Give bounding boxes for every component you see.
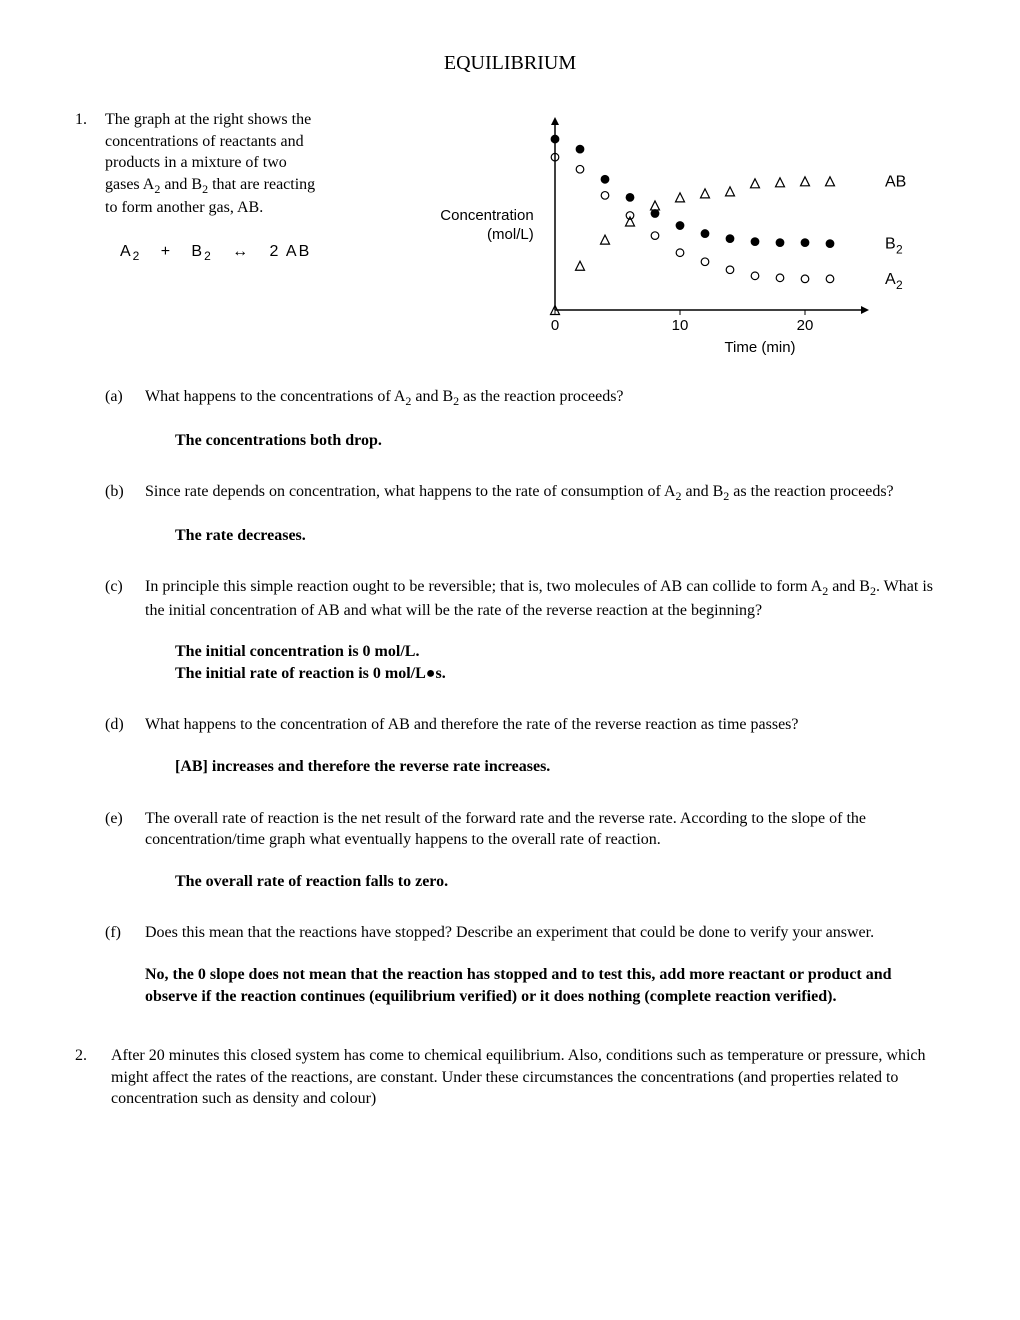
chart-y-label: Concentration (mol/L) (440, 206, 533, 245)
q1a-question: What happens to the concentrations of A2… (145, 386, 945, 409)
q1-number: 1. (75, 109, 105, 131)
eq-A: A (120, 243, 133, 260)
q1-intro-l3: products in a mixture of two (105, 154, 287, 171)
q1-intro-l2: concentrations of reactants and (105, 133, 304, 150)
svg-text:AB: AB (885, 173, 906, 190)
q1e-question: The overall rate of reaction is the net … (145, 808, 945, 851)
q1f-answer: No, the 0 slope does not mean that the r… (145, 964, 945, 1007)
q1b-question: Since rate depends on concentration, wha… (145, 481, 945, 504)
q1d-answer: [AB] increases and therefore the reverse… (175, 756, 945, 778)
q1-intro-l1: The graph at the right shows the (105, 111, 311, 128)
q1b-t1: Since rate depends on concentration, wha… (145, 483, 676, 500)
chart-svg: 01020ABB2A2 (540, 115, 920, 335)
q1a-t3: as the reaction proceeds? (459, 388, 623, 405)
q1f-question: Does this mean that the reactions have s… (145, 922, 945, 944)
question-1: 1. The graph at the right shows the conc… (75, 109, 945, 1037)
q2-number: 2. (75, 1045, 105, 1067)
q1d: (d) What happens to the concentration of… (105, 714, 945, 797)
page-title: EQUILIBRIUM (75, 50, 945, 77)
svg-text:0: 0 (551, 317, 559, 334)
q1d-question: What happens to the concentration of AB … (145, 714, 945, 736)
eq-2AB: 2 AB (269, 243, 311, 260)
q1b-answer: The rate decreases. (175, 525, 945, 547)
q1a-letter: (a) (105, 386, 145, 471)
q2-text: After 20 minutes this closed system has … (111, 1045, 945, 1110)
q1e-answer: The overall rate of reaction falls to ze… (175, 871, 945, 893)
eq-plus: + (161, 243, 172, 260)
q1-intro-l4a: gases A (105, 176, 154, 193)
q1a: (a) What happens to the concentrations o… (105, 386, 945, 471)
q1b-t2: and B (682, 483, 724, 500)
chart-x-label: Time (min) (564, 338, 795, 358)
q1a-t2: and B (411, 388, 453, 405)
q1c: (c) In principle this simple reaction ou… (105, 576, 945, 704)
q1c-answer: The initial concentration is 0 mol/L. Th… (175, 641, 945, 684)
q1-intro: The graph at the right shows the concent… (105, 109, 395, 264)
eq-B: B (191, 243, 204, 260)
q1a-t1: What happens to the concentrations of A (145, 388, 405, 405)
q1c-question: In principle this simple reaction ought … (145, 576, 945, 621)
q1e: (e) The overall rate of reaction is the … (105, 808, 945, 913)
reaction-equation: A2 + B2 ↔ 2 AB (120, 241, 395, 264)
subscript-2: 2 (204, 249, 213, 263)
ylabel-l2: (mol/L) (487, 226, 534, 243)
q1-intro-l4b: and B (160, 176, 202, 193)
svg-text:2: 2 (896, 278, 903, 292)
q1-intro-l5: to form another gas, AB. (105, 199, 263, 216)
eq-arrow: ↔ (232, 243, 250, 260)
concentration-chart: Concentration (mol/L) 01020ABB2A2 Time (… (415, 115, 945, 358)
svg-text:B: B (885, 236, 896, 253)
svg-text:20: 20 (796, 317, 813, 334)
q1b: (b) Since rate depends on concentration,… (105, 481, 945, 566)
q1f-letter: (f) (105, 922, 145, 1027)
q1d-letter: (d) (105, 714, 145, 797)
q1b-letter: (b) (105, 481, 145, 566)
subscript-2: 2 (133, 249, 142, 263)
q1a-answer: The concentrations both drop. (175, 430, 945, 452)
question-2: 2. After 20 minutes this closed system h… (75, 1045, 945, 1110)
q1f: (f) Does this mean that the reactions ha… (105, 922, 945, 1027)
svg-text:10: 10 (671, 317, 688, 334)
q1c-ans-l2a: The initial rate of reaction is 0 mol/L (175, 665, 426, 682)
q1b-t3: as the reaction proceeds? (729, 483, 893, 500)
svg-text:2: 2 (896, 243, 903, 257)
q1-intro-l4c: that are reacting (208, 176, 315, 193)
q1e-letter: (e) (105, 808, 145, 913)
q1c-t1: In principle this simple reaction ought … (145, 578, 822, 595)
q1c-ans-l2b: s. (435, 665, 445, 682)
ylabel-l1: Concentration (440, 207, 533, 224)
q1c-t2: and B (828, 578, 870, 595)
q1c-ans-l1: The initial concentration is 0 mol/L. (175, 643, 419, 660)
q1c-letter: (c) (105, 576, 145, 704)
svg-text:A: A (885, 271, 896, 288)
